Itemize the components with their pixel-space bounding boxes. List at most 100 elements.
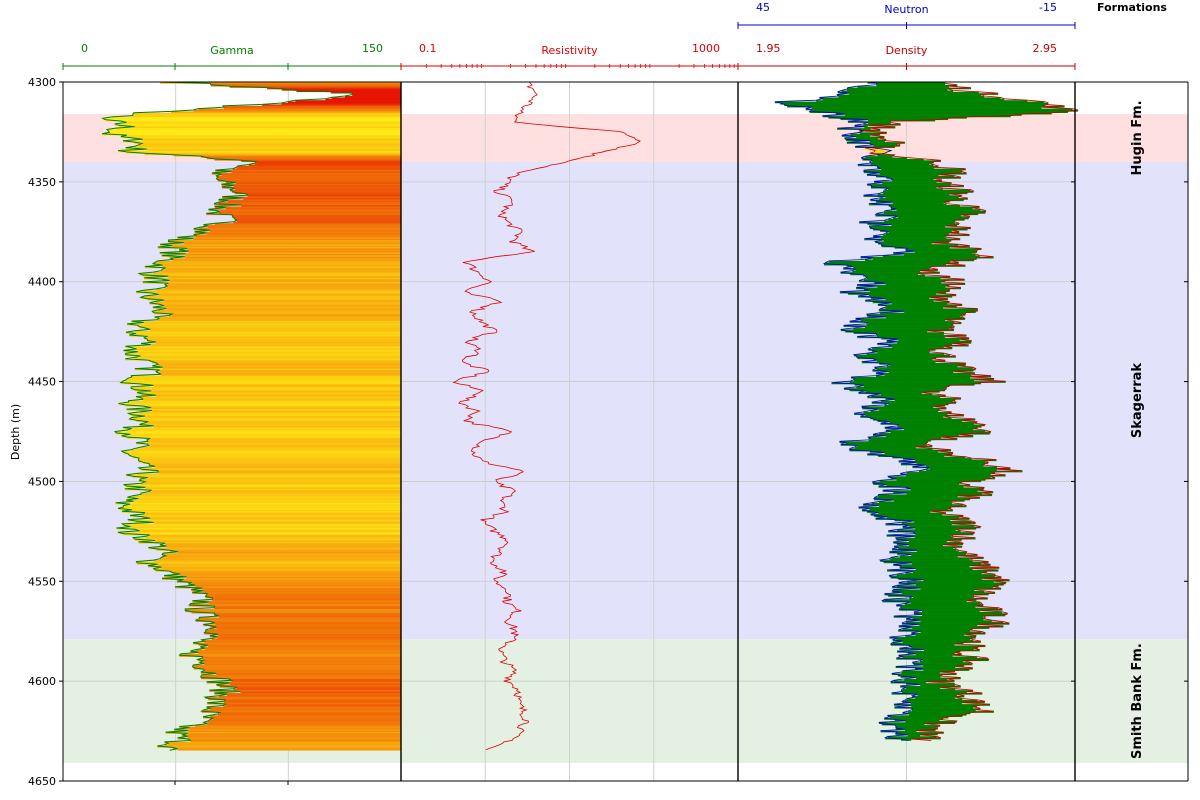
gamma-fill-strip [154, 316, 401, 319]
gamma-fill-strip [139, 424, 401, 427]
neutron-curve [774, 81, 930, 741]
density-neutron-fill-strip [897, 553, 966, 555]
density-neutron-fill-strip [905, 635, 977, 638]
gamma-fill-strip [172, 259, 401, 262]
gamma-fill-strip [114, 123, 402, 126]
density-neutron-fill-strip [877, 193, 950, 196]
gamma-fill-strip [207, 225, 401, 228]
density-neutron-fill-strip [867, 184, 951, 186]
gamma-fill-strip [148, 547, 401, 550]
gamma-fill-strip [209, 602, 401, 604]
gamma-fill-strip [217, 713, 401, 716]
density-neutron-fill-strip [896, 574, 996, 576]
gamma-fill-strip [127, 323, 401, 326]
density-neutron-fill-strip [874, 281, 942, 284]
density-neutron-fill-strip [884, 427, 978, 430]
gamma-fill-strip [281, 102, 401, 105]
gamma-fill-strip [188, 251, 401, 253]
density-neutron-fill-strip [875, 518, 970, 520]
gamma-fill-strip [185, 610, 401, 613]
resistivity-max-label: 1000 [692, 42, 720, 55]
gamma-fill-strip [212, 597, 401, 600]
density-neutron-fill-strip [846, 265, 966, 267]
density-neutron-fill-strip [854, 378, 995, 381]
density-neutron-fill-strip [856, 136, 885, 139]
density-neutron-fill-strip [880, 423, 974, 425]
gamma-fill-strip [141, 343, 401, 346]
density-neutron-fill-strip [856, 356, 956, 358]
density-neutron-fill-strip [892, 590, 985, 593]
gamma-fill-strip [148, 491, 401, 494]
gamma-fill-strip [136, 396, 401, 399]
density-neutron-fill-strip [883, 234, 970, 237]
gamma-fill-strip [121, 451, 401, 453]
density-name-label: Density [886, 44, 928, 57]
density-neutron-fill-strip [883, 192, 968, 195]
gamma-fill-strip [129, 455, 401, 457]
density-neutron-fill-strip [868, 349, 936, 351]
gamma-fill-strip [130, 526, 401, 529]
gamma-fill-strip [210, 715, 401, 717]
density-neutron-fill-strip [896, 638, 971, 641]
y-tick-label-6: 4600 [28, 675, 56, 688]
density-neutron-fill-strip [903, 253, 976, 256]
density-neutron-fill-strip [905, 621, 1004, 624]
gamma-fill-strip [156, 288, 401, 291]
density-neutron-fill-strip [926, 469, 997, 471]
density-neutron-fill-strip [918, 470, 1023, 473]
density-neutron-fill-strip [888, 595, 973, 597]
density-neutron-fill-strip [913, 663, 973, 666]
density-neutron-fill-strip [840, 444, 927, 446]
density-neutron-fill-strip [885, 210, 986, 213]
gamma-curve [101, 81, 353, 751]
gamma-fill-strip [126, 332, 401, 334]
density-neutron-fill-strip [870, 438, 958, 441]
gamma-fill-strip [203, 590, 401, 593]
gamma-fill-strip [223, 107, 401, 109]
density-neutron-fill-strip [837, 94, 982, 97]
gamma-fill-strip [141, 143, 401, 146]
density-neutron-fill-strip [915, 634, 965, 636]
gamma-fill-strip [118, 150, 401, 153]
density-neutron-fill-strip [900, 463, 985, 466]
gamma-fill-strip [137, 392, 401, 395]
density-neutron-fill-strip [861, 157, 907, 160]
gamma-fill-strip [133, 537, 402, 540]
density-neutron-fill-strip [892, 586, 994, 589]
gamma-fill-strip [295, 100, 401, 102]
density-neutron-fill-strip [869, 149, 884, 151]
gamma-fill-strip [205, 596, 401, 599]
gamma-fill-strip [203, 722, 401, 724]
gamma-fill-strip [146, 149, 401, 151]
density-neutron-fill-strip [841, 90, 954, 93]
density-neutron-fill-strip [885, 189, 971, 192]
gamma-fill-strip [296, 90, 401, 93]
density-neutron-fill-strip [885, 283, 966, 286]
gamma-fill-strip [281, 88, 401, 91]
density-neutron-fill-strip [899, 648, 974, 650]
formation-labels: Hugin Fm. Skagerrak Smith Bank Fm. [1130, 100, 1145, 759]
gamma-fill-strip [150, 438, 401, 441]
density-neutron-fill-strip [891, 557, 984, 560]
gamma-fill-strip [153, 272, 401, 274]
density-neutron-fill-strip [839, 291, 947, 294]
gamma-fill-strip [191, 582, 401, 585]
gamma-fill-strip [152, 410, 401, 413]
density-neutron-fill-strip [869, 451, 938, 453]
density-neutron-fill-strip [866, 323, 953, 326]
gamma-fill-strip [344, 95, 401, 98]
gamma-fill-strip [157, 260, 401, 263]
density-neutron-fill-strip [898, 547, 954, 550]
gamma-fill-strip [129, 418, 401, 421]
density-neutron-fill-strip [873, 358, 933, 361]
density-neutron-fill-strip [901, 592, 996, 594]
gamma-fill-strip [214, 206, 401, 209]
gamma-fill-strip [184, 579, 401, 582]
gamma-fill-strip [161, 255, 401, 258]
density-neutron-fill-strip [867, 315, 961, 318]
density-neutron-fill-strip [845, 330, 928, 333]
density-neutron-fill-strip [889, 558, 970, 561]
density-neutron-fill-strip [902, 688, 956, 691]
density-neutron-fill-strip [860, 256, 994, 259]
density-neutron-fill-strip [881, 245, 970, 248]
